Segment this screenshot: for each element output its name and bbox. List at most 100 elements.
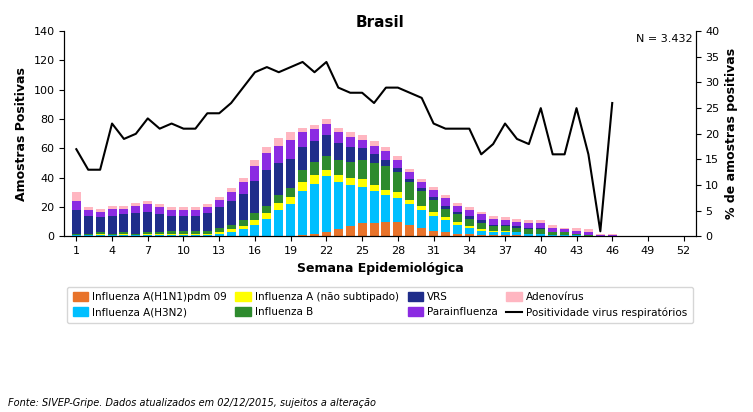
Bar bbox=[382, 222, 390, 236]
Bar bbox=[191, 210, 200, 216]
Bar bbox=[441, 206, 450, 208]
Bar bbox=[346, 132, 355, 137]
Bar bbox=[96, 232, 105, 234]
Bar bbox=[489, 225, 498, 226]
Bar bbox=[524, 234, 533, 236]
Bar bbox=[501, 220, 510, 225]
Bar bbox=[239, 178, 248, 182]
Bar bbox=[489, 232, 498, 235]
Bar bbox=[72, 192, 81, 201]
Bar bbox=[310, 175, 319, 184]
Bar bbox=[489, 216, 498, 219]
Bar bbox=[167, 234, 176, 235]
Bar bbox=[84, 207, 93, 210]
Bar bbox=[262, 147, 271, 153]
Positividade virus respiratórios bbox=[536, 105, 545, 110]
Bar bbox=[251, 166, 260, 181]
Bar bbox=[298, 132, 307, 147]
Bar bbox=[179, 216, 188, 231]
Legend: Influenza A(H1N1)pdm 09, Influenza A(H3N2), Influenza A (não subtipado), Influen: Influenza A(H1N1)pdm 09, Influenza A(H3N… bbox=[67, 287, 693, 323]
Bar bbox=[131, 213, 140, 234]
Bar bbox=[143, 234, 152, 235]
Bar bbox=[393, 198, 402, 222]
Bar bbox=[370, 154, 379, 163]
Bar bbox=[358, 223, 367, 236]
Bar bbox=[131, 206, 140, 213]
Bar bbox=[72, 210, 81, 234]
Bar bbox=[584, 235, 593, 236]
Bar bbox=[536, 229, 545, 234]
Bar bbox=[346, 226, 355, 236]
Bar bbox=[417, 210, 426, 228]
Bar bbox=[429, 216, 438, 231]
Bar bbox=[477, 223, 486, 229]
Text: N = 3.432: N = 3.432 bbox=[636, 34, 693, 44]
Bar bbox=[167, 231, 176, 234]
Bar bbox=[346, 147, 355, 162]
Positividade virus respiratórios bbox=[393, 85, 402, 90]
Bar bbox=[215, 200, 224, 207]
Bar bbox=[477, 231, 486, 235]
Bar bbox=[584, 229, 593, 232]
Positividade virus respiratórios bbox=[322, 59, 331, 64]
Bar bbox=[191, 231, 200, 234]
Bar bbox=[298, 191, 307, 235]
Bar bbox=[513, 232, 521, 235]
Positividade virus respiratórios bbox=[501, 121, 510, 126]
Bar bbox=[310, 162, 319, 175]
Bar bbox=[251, 220, 260, 225]
X-axis label: Semana Epidemiológica: Semana Epidemiológica bbox=[297, 262, 463, 275]
Bar bbox=[239, 182, 248, 194]
Positividade virus respiratórios bbox=[131, 131, 140, 136]
Bar bbox=[334, 160, 343, 175]
Positividade virus respiratórios bbox=[155, 126, 164, 131]
Bar bbox=[513, 219, 521, 222]
Bar bbox=[203, 231, 212, 234]
Bar bbox=[167, 216, 176, 231]
Positividade virus respiratórios bbox=[441, 126, 450, 131]
Bar bbox=[167, 207, 176, 210]
Bar bbox=[513, 228, 521, 232]
Bar bbox=[513, 222, 521, 226]
Bar bbox=[227, 229, 236, 232]
Bar bbox=[417, 191, 426, 206]
Bar bbox=[84, 216, 93, 234]
Bar bbox=[382, 190, 390, 195]
Bar bbox=[274, 163, 283, 195]
Bar bbox=[370, 145, 379, 154]
Bar bbox=[131, 235, 140, 236]
Bar bbox=[179, 234, 188, 235]
Bar bbox=[465, 234, 474, 236]
Bar bbox=[465, 226, 474, 228]
Bar bbox=[215, 207, 224, 228]
Bar bbox=[131, 234, 140, 235]
Positividade virus respiratórios bbox=[84, 167, 93, 172]
Bar bbox=[358, 179, 367, 187]
Positividade virus respiratórios bbox=[513, 136, 522, 141]
Bar bbox=[370, 191, 379, 223]
Bar bbox=[203, 213, 212, 231]
Bar bbox=[453, 203, 462, 206]
Positividade virus respiratórios bbox=[298, 59, 307, 64]
Bar bbox=[489, 231, 498, 232]
Bar bbox=[560, 228, 569, 229]
Bar bbox=[382, 195, 390, 222]
Bar bbox=[322, 124, 331, 135]
Positividade virus respiratórios bbox=[429, 121, 438, 126]
Bar bbox=[417, 179, 426, 182]
Bar bbox=[215, 234, 224, 236]
Bar bbox=[465, 210, 474, 216]
Bar bbox=[84, 210, 93, 216]
Bar bbox=[286, 197, 295, 204]
Bar bbox=[251, 181, 260, 213]
Bar bbox=[322, 156, 331, 171]
Bar bbox=[143, 235, 152, 236]
Bar bbox=[524, 229, 533, 234]
Positividade virus respiratórios bbox=[477, 152, 486, 157]
Bar bbox=[453, 225, 462, 234]
Bar bbox=[441, 198, 450, 206]
Bar bbox=[72, 235, 81, 236]
Bar bbox=[453, 222, 462, 225]
Bar bbox=[262, 213, 271, 219]
Bar bbox=[536, 234, 545, 236]
